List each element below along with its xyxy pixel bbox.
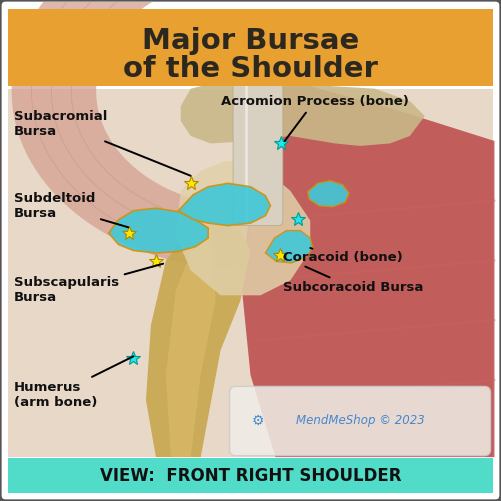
Polygon shape — [12, 0, 250, 271]
FancyBboxPatch shape — [229, 386, 490, 455]
Polygon shape — [181, 84, 425, 146]
Polygon shape — [109, 208, 208, 253]
Text: Subdeltoid
Bursa: Subdeltoid Bursa — [14, 192, 128, 227]
Polygon shape — [176, 161, 310, 295]
Polygon shape — [146, 223, 250, 457]
Text: Subcoracoid Bursa: Subcoracoid Bursa — [283, 267, 423, 295]
Polygon shape — [266, 230, 313, 263]
Text: ⚙: ⚙ — [252, 414, 264, 428]
Text: Subscapularis
Bursa: Subscapularis Bursa — [14, 264, 163, 304]
Text: Coracoid (bone): Coracoid (bone) — [283, 248, 403, 265]
FancyBboxPatch shape — [8, 457, 493, 493]
Text: Subacromial
Bursa: Subacromial Bursa — [14, 110, 191, 176]
FancyBboxPatch shape — [233, 81, 283, 225]
FancyBboxPatch shape — [8, 89, 493, 457]
Text: Acromion Process (bone): Acromion Process (bone) — [220, 95, 408, 141]
Text: of the Shoulder: of the Shoulder — [123, 55, 378, 83]
Text: Major Bursae: Major Bursae — [142, 28, 359, 56]
Polygon shape — [240, 86, 494, 457]
Polygon shape — [166, 230, 215, 457]
Text: Humerus
(arm bone): Humerus (arm bone) — [14, 356, 133, 409]
Text: MendMeShop © 2023: MendMeShop © 2023 — [296, 414, 424, 427]
Text: VIEW:  FRONT RIGHT SHOULDER: VIEW: FRONT RIGHT SHOULDER — [100, 466, 401, 484]
Polygon shape — [308, 181, 349, 207]
FancyBboxPatch shape — [8, 9, 493, 86]
Polygon shape — [178, 183, 271, 225]
